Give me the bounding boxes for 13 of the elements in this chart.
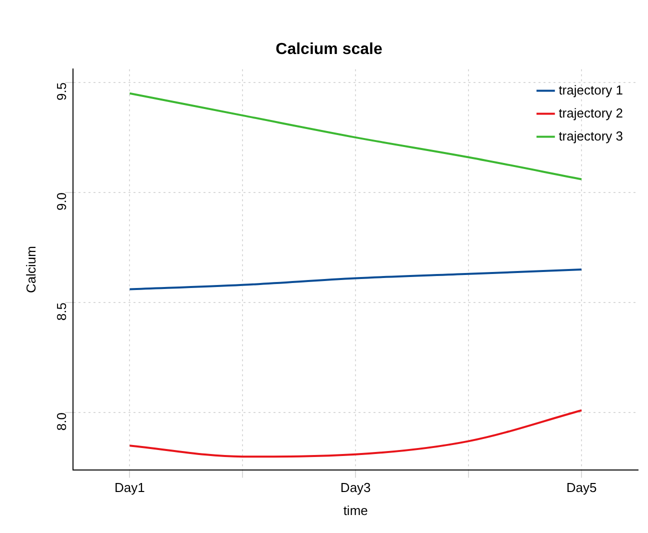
y-tick-label: 9.0 <box>54 192 69 211</box>
legend-label: trajectory 2 <box>558 105 624 120</box>
x-tick-label: Day3 <box>340 480 371 496</box>
x-axis-title: time <box>343 502 368 518</box>
legend-label: trajectory 1 <box>558 82 624 98</box>
x-tick-label: Day1 <box>114 480 145 496</box>
chart-title: Calcium scale <box>276 41 382 58</box>
y-tick-label: 8.5 <box>54 302 69 321</box>
y-axis-title: Calcium <box>23 246 38 293</box>
y-tick-label: 8.0 <box>54 412 69 431</box>
x-tick-label: Day5 <box>566 480 597 496</box>
legend-label: trajectory 3 <box>558 128 624 144</box>
y-tick-label: 9.5 <box>54 82 69 100</box>
